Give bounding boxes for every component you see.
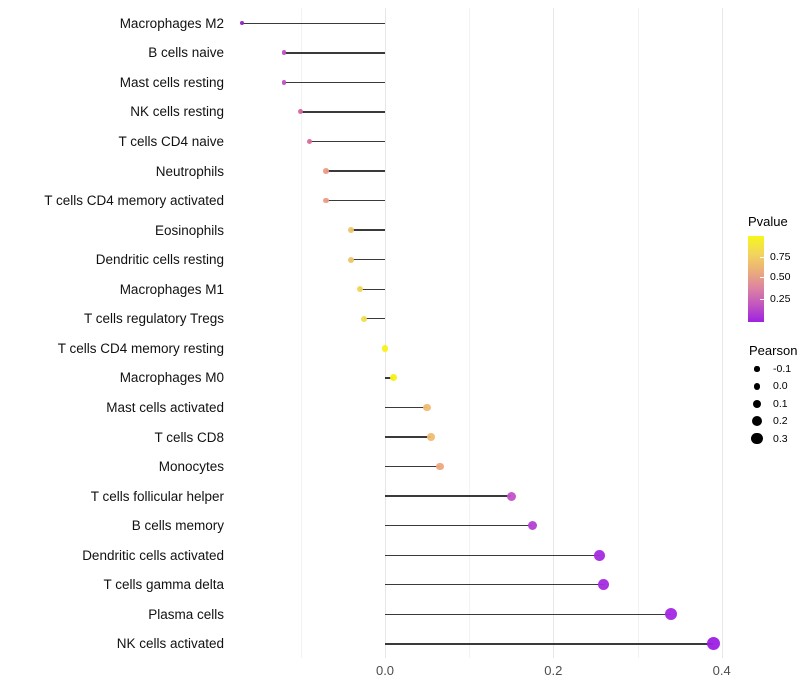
lollipop-stem — [309, 140, 385, 143]
category-label: T cells CD4 memory resting — [57, 340, 224, 356]
lollipop-stem — [385, 584, 604, 586]
category-label: Macrophages M2 — [119, 15, 224, 31]
lollipop-dot — [527, 520, 538, 531]
lollipop-dot — [281, 80, 287, 85]
category-label: T cells gamma delta — [103, 577, 224, 593]
lollipop-dot — [348, 227, 355, 234]
lollipop-dot — [706, 637, 720, 651]
x-axis-tick-label: 0.2 — [544, 663, 563, 678]
pvalue-tick-mark — [760, 277, 764, 279]
gridline-minor — [469, 8, 471, 658]
category-label: Neutrophils — [155, 163, 224, 179]
category-label: Macrophages M1 — [119, 281, 224, 297]
lollipop-dot — [348, 256, 355, 263]
gridline-major — [385, 8, 386, 658]
lollipop-stem — [385, 436, 432, 438]
pvalue-tick-label: 0.50 — [770, 271, 791, 284]
lollipop-stem — [351, 259, 385, 261]
lollipop-stem — [385, 554, 600, 556]
pearson-size-label: 0.3 — [773, 432, 788, 445]
category-label: Monocytes — [158, 459, 224, 475]
lollipop-stem — [351, 229, 385, 231]
lollipop-dot — [427, 433, 436, 441]
pvalue-tick-label: 0.25 — [770, 292, 791, 305]
category-label: NK cells activated — [116, 636, 224, 652]
gridline-minor — [637, 8, 639, 658]
lollipop-stem — [326, 170, 385, 172]
category-label: T cells follicular helper — [90, 488, 224, 504]
pearson-size-dot — [751, 432, 763, 445]
pearson-size-label: 0.0 — [773, 380, 788, 393]
pearson-size-dot — [752, 416, 762, 427]
lollipop-dot — [298, 109, 304, 115]
lollipop-dot — [389, 374, 397, 382]
lollipop-dot — [281, 50, 287, 56]
lollipop-stem — [385, 406, 428, 409]
lollipop-dot — [598, 579, 610, 591]
lollipop-dot — [356, 286, 363, 293]
category-label: Dendritic cells resting — [95, 252, 224, 268]
x-axis-tick-label: 0.0 — [375, 663, 395, 678]
lollipop-stem — [385, 613, 672, 615]
lollipop-dot — [423, 403, 431, 412]
lollipop-dot — [506, 491, 516, 501]
pearson-size-dot — [754, 366, 760, 372]
pvalue-tick-mark — [760, 298, 764, 300]
category-label: B cells memory — [131, 518, 224, 534]
pvalue-tick-mark — [760, 256, 764, 258]
gridline-minor — [300, 8, 302, 658]
lollipop-stem — [385, 465, 440, 468]
lollipop-stem — [385, 643, 714, 645]
lollipop-stem — [326, 199, 385, 202]
lollipop-stem — [300, 111, 385, 113]
category-label: T cells CD8 — [154, 429, 224, 445]
pearson-size-dot — [753, 383, 761, 390]
x-axis-tick-label: 0.4 — [712, 663, 731, 678]
lollipop-stem — [283, 81, 385, 84]
lollipop-dot — [381, 344, 389, 352]
lollipop-dot — [360, 315, 368, 322]
category-label: T cells CD4 naive — [118, 134, 224, 149]
category-label: NK cells resting — [130, 104, 224, 120]
pearson-size-label: 0.1 — [773, 397, 788, 410]
lollipop-dot — [239, 21, 244, 26]
lollipop-dot — [323, 197, 329, 204]
lollipop-stem — [363, 318, 385, 320]
lollipop-dot — [665, 608, 678, 621]
lollipop-stem — [283, 52, 385, 54]
lollipop-stem — [385, 377, 394, 379]
lollipop-dot — [435, 462, 444, 471]
lollipop-stem — [241, 22, 385, 24]
lollipop-stem — [385, 495, 512, 497]
category-label: B cells naive — [148, 45, 224, 61]
gridline-major — [721, 8, 723, 658]
category-label: Mast cells activated — [106, 399, 224, 415]
lollipop-stem — [385, 524, 533, 527]
pvalue-tick-label: 0.75 — [770, 250, 791, 263]
category-label: T cells regulatory Tregs — [83, 311, 224, 327]
category-label: Macrophages M0 — [119, 370, 224, 386]
pvalue-legend-title: Pvalue — [748, 214, 788, 229]
pearson-legend-title: Pearson — [749, 343, 798, 358]
lollipop-stem — [359, 288, 385, 290]
pvalue-gradient-bar — [748, 236, 764, 322]
category-label: Plasma cells — [148, 606, 224, 622]
pearson-size-label: 0.2 — [773, 415, 788, 428]
category-label: Eosinophils — [154, 222, 224, 238]
lollipop-dot — [323, 168, 329, 174]
lollipop-dot — [594, 549, 606, 561]
pearson-size-dot — [752, 399, 762, 408]
pearson-size-label: -0.1 — [773, 363, 792, 375]
category-label: Mast cells resting — [119, 74, 224, 90]
lollipop-dot — [306, 138, 312, 145]
category-label: Dendritic cells activated — [82, 547, 224, 563]
gridline-major — [553, 8, 555, 658]
category-label: T cells CD4 memory activated — [44, 193, 224, 209]
